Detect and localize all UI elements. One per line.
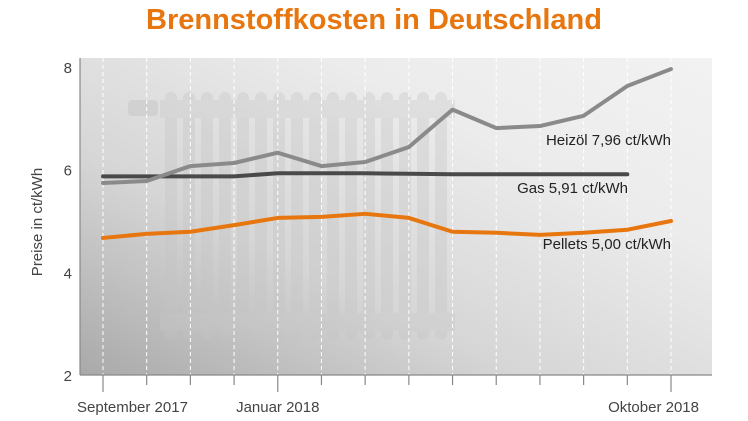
radiator-fin bbox=[183, 92, 195, 340]
y-axis-label: Preise in ct/kWh bbox=[29, 168, 46, 276]
radiator-valve bbox=[128, 100, 158, 116]
x-tick-label: Januar 2018 bbox=[236, 399, 319, 416]
radiator-fin bbox=[435, 92, 447, 340]
radiator-fin bbox=[219, 92, 231, 340]
x-tick-label: Oktober 2018 bbox=[608, 399, 699, 416]
x-tick-label: September 2017 bbox=[77, 399, 188, 416]
radiator-fin bbox=[417, 92, 429, 340]
y-tick-label: 4 bbox=[64, 265, 72, 282]
radiator-fin bbox=[201, 92, 213, 340]
radiator-top-bar bbox=[160, 100, 455, 118]
series-line-pellets bbox=[101, 211, 673, 240]
y-tick-label: 6 bbox=[64, 163, 72, 180]
radiator-fin bbox=[255, 92, 267, 340]
series-label-gas: Gas 5,91 ct/kWh bbox=[517, 180, 628, 197]
series-line-heizöl bbox=[101, 67, 673, 186]
series-label-heizöl: Heizöl 7,96 ct/kWh bbox=[546, 132, 671, 149]
series-label-pellets: Pellets 5,00 ct/kWh bbox=[543, 236, 671, 253]
radiator-fin bbox=[237, 92, 249, 340]
radiator-bottom-bar bbox=[160, 313, 455, 331]
chart-title: Brennstoffkosten in Deutschland bbox=[146, 4, 602, 36]
y-tick-label: 2 bbox=[64, 368, 72, 385]
y-tick-label: 8 bbox=[64, 60, 72, 77]
radiator-fin bbox=[165, 92, 177, 340]
